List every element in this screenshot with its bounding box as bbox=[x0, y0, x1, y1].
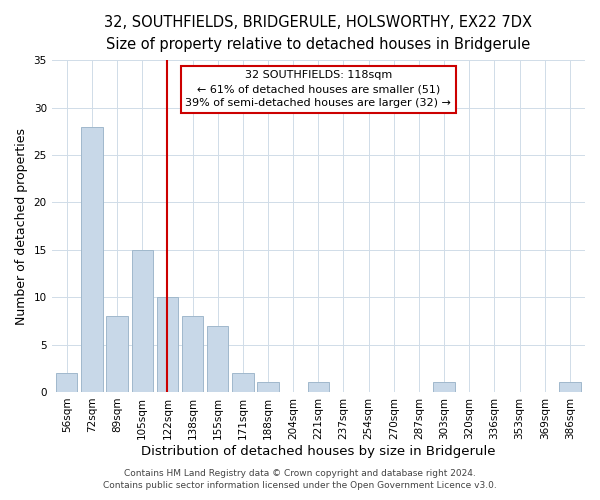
Title: 32, SOUTHFIELDS, BRIDGERULE, HOLSWORTHY, EX22 7DX
Size of property relative to d: 32, SOUTHFIELDS, BRIDGERULE, HOLSWORTHY,… bbox=[104, 15, 532, 52]
Bar bbox=[182, 316, 203, 392]
Bar bbox=[56, 373, 77, 392]
Bar bbox=[81, 126, 103, 392]
Bar bbox=[131, 250, 153, 392]
Bar bbox=[232, 373, 254, 392]
Text: 32 SOUTHFIELDS: 118sqm
← 61% of detached houses are smaller (51)
39% of semi-det: 32 SOUTHFIELDS: 118sqm ← 61% of detached… bbox=[185, 70, 451, 108]
Bar bbox=[207, 326, 229, 392]
Y-axis label: Number of detached properties: Number of detached properties bbox=[15, 128, 28, 324]
Bar bbox=[308, 382, 329, 392]
X-axis label: Distribution of detached houses by size in Bridgerule: Distribution of detached houses by size … bbox=[141, 444, 496, 458]
Bar bbox=[157, 297, 178, 392]
Bar bbox=[559, 382, 581, 392]
Bar bbox=[106, 316, 128, 392]
Text: Contains HM Land Registry data © Crown copyright and database right 2024.
Contai: Contains HM Land Registry data © Crown c… bbox=[103, 468, 497, 490]
Bar bbox=[257, 382, 279, 392]
Bar bbox=[433, 382, 455, 392]
